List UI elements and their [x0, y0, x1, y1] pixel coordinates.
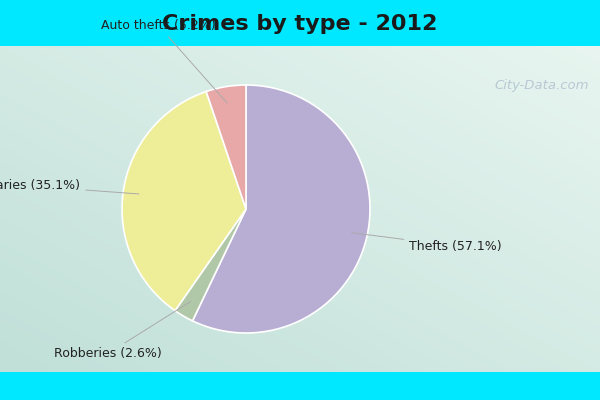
Wedge shape	[175, 209, 246, 321]
Text: Crimes by type - 2012: Crimes by type - 2012	[163, 14, 437, 34]
Wedge shape	[206, 85, 246, 209]
Wedge shape	[193, 85, 370, 333]
Text: Robberies (2.6%): Robberies (2.6%)	[54, 302, 191, 360]
Wedge shape	[122, 92, 246, 311]
Text: City-Data.com: City-Data.com	[494, 80, 589, 92]
Text: Burglaries (35.1%): Burglaries (35.1%)	[0, 179, 139, 194]
Text: Thefts (57.1%): Thefts (57.1%)	[352, 233, 502, 252]
Text: Auto thefts (5.2%): Auto thefts (5.2%)	[101, 19, 227, 103]
